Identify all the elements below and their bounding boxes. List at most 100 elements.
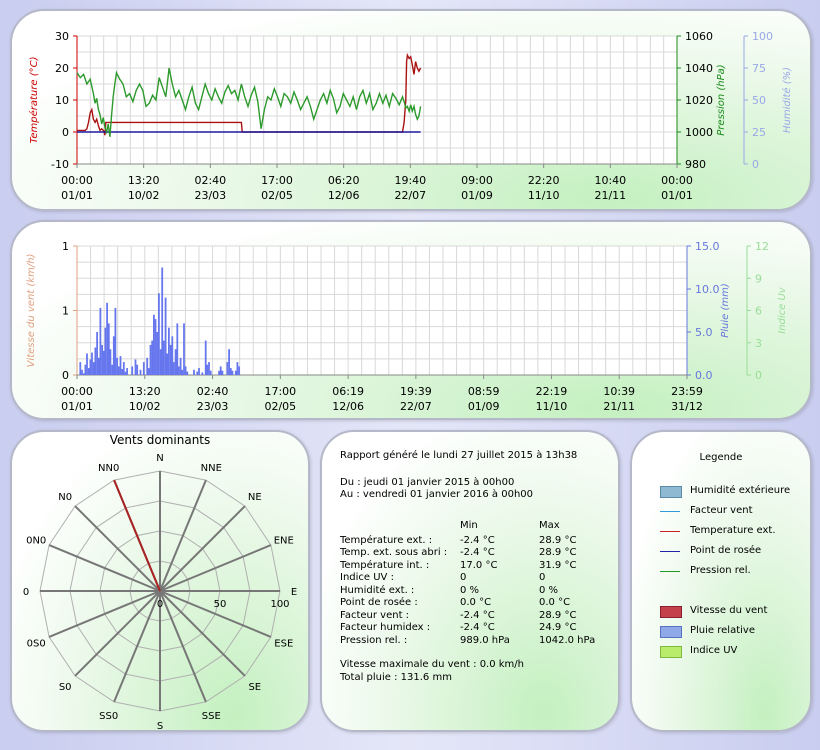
chart2-rain-bar xyxy=(106,302,108,375)
chart1-x-tick-time: 22:20 xyxy=(528,174,560,187)
chart1-x-tick-date: 01/09 xyxy=(461,189,493,202)
chart1-x-tick-date: 02/05 xyxy=(261,189,293,202)
wind-rose-direction-label: SE xyxy=(248,682,261,693)
chart2-rain-bar xyxy=(226,362,229,375)
chart2-rain-bar xyxy=(114,307,117,375)
stats-row: Point de rosée : 0.0 °C 0.0 °C xyxy=(340,597,610,610)
chart1-left-tick-label: 30 xyxy=(55,30,69,43)
chart2-rain-bar xyxy=(198,368,200,375)
legend-line xyxy=(660,551,680,552)
chart2-rain-bar xyxy=(179,357,182,375)
chart2-rain-bar xyxy=(164,297,167,375)
chart1-x-tick-date: 22/07 xyxy=(394,189,426,202)
stats-label: Indice UV : xyxy=(340,572,394,583)
stats-max: 0 xyxy=(539,572,546,583)
wind-rose-direction-label: S0 xyxy=(59,682,72,693)
legend-label: Humidité extérieure xyxy=(690,485,791,496)
stats-row: Facteur vent : -2.4 °C 28.9 °C xyxy=(340,610,610,623)
chart2-rain-bar xyxy=(96,332,98,375)
chart2-rain-bar xyxy=(97,357,100,375)
chart1-x-tick-time: 17:00 xyxy=(261,174,293,187)
chart2-rain-bar xyxy=(131,366,134,375)
temperature-chart-panel: -10 0 10 20 30 980 1000 1020 1040 1060 0 25 50 75 100 T… xyxy=(10,9,812,211)
chart2-rain-bar xyxy=(104,327,107,375)
chart2-rain-bar xyxy=(81,369,83,375)
chart2-rain-bar xyxy=(186,371,189,375)
chart2-rain-bar xyxy=(171,336,174,375)
chart2-right2-tick-label: 12 xyxy=(755,240,769,253)
chart2-rain-bar xyxy=(206,364,209,375)
chart2-rain-bar xyxy=(89,359,92,375)
chart2-x-tick-date: 02/05 xyxy=(264,400,296,413)
wind-rose-spoke xyxy=(159,505,246,592)
wind-rain-chart-panel: 0 1 1 0.0 5.0 10.0 15.0 0 3 6 9 12 Vitesse du vent (… xyxy=(10,220,812,420)
chart2-rain-bar xyxy=(166,353,169,375)
chart1-x-tick-time: 10:40 xyxy=(594,174,626,187)
wind-rose-direction-label: NE xyxy=(248,492,262,503)
wind-rose-direction-label: NNE xyxy=(201,463,222,474)
stats-max: 0.0 °C xyxy=(539,597,571,608)
chart2-rain-bar xyxy=(86,353,88,375)
chart1-x-tick-date: 01/01 xyxy=(61,189,93,202)
stats-row: Température ext. : -2.4 °C 28.9 °C xyxy=(340,535,610,548)
legend-label: Facteur vent xyxy=(690,505,753,516)
report-to: Au : vendredi 01 janvier 2016 à 00h00 xyxy=(340,489,534,500)
stats-min: -2.4 °C xyxy=(460,609,495,621)
chart2-rain-bar xyxy=(136,364,139,375)
chart2-rain-bar xyxy=(112,336,115,375)
stats-row: Facteur humidex : -2.4 °C 24.9 °C xyxy=(340,622,610,635)
min-header: Min xyxy=(460,520,478,531)
chart2-rain-bar xyxy=(231,370,234,375)
chart1-left-tick-label: 10 xyxy=(55,94,69,107)
report-from: Du : jeudi 01 janvier 2015 à 00h00 xyxy=(340,476,515,488)
chart1-right-tick-label: 1040 xyxy=(685,62,713,75)
legend-swatch xyxy=(660,626,682,638)
legend-title: Legende xyxy=(699,452,743,463)
stats-row: Humidité ext. : 0 % 0 % xyxy=(340,585,610,598)
chart1-right2-tick-label: 0 xyxy=(752,158,759,171)
stats-max: 31.9 °C xyxy=(539,559,577,571)
chart2-rain-bar xyxy=(163,340,165,375)
chart2-rain-bar xyxy=(84,364,87,375)
chart2-rain-bar xyxy=(209,370,212,375)
chart1-x-tick-date: 10/02 xyxy=(128,189,160,202)
stats-max: 28.9 °C xyxy=(539,547,577,558)
stats-label: Temp. ext. sous abri : xyxy=(340,547,448,558)
chart2-rain-bar xyxy=(228,349,230,375)
wind-rose-spoke xyxy=(159,590,272,638)
chart2-rain-bar xyxy=(151,340,154,375)
chart2-rain-bar xyxy=(219,366,222,375)
chart2-rain-bar xyxy=(193,369,195,375)
chart2-rain-bar xyxy=(178,366,180,375)
chart2-rain-bar xyxy=(102,350,105,375)
stats-min: 17.0 °C xyxy=(460,559,498,571)
chart2-rain-bar xyxy=(82,373,85,375)
chart2-x-tick-time: 22:19 xyxy=(536,385,568,398)
chart2-rain-bar xyxy=(122,362,125,375)
chart1-right2-tick-label: 25 xyxy=(752,126,766,139)
chart2-right2-tick-label: 9 xyxy=(755,272,762,285)
wind-rose-spoke xyxy=(159,590,246,677)
chart2-rain-bar xyxy=(149,344,152,375)
wind-rose-direction-label: E xyxy=(291,587,297,598)
stats-label: Facteur humidex : xyxy=(340,622,431,633)
stats-min: 0 xyxy=(460,572,467,583)
chart2-x-tick-time: 08:59 xyxy=(468,385,500,398)
chart1-left-axis-title: Température (°C) xyxy=(28,57,40,144)
chart2-rain-bar xyxy=(173,362,175,375)
wind-rose-direction-label: N xyxy=(156,453,163,464)
wind-rose-value-ray xyxy=(113,479,161,592)
stats-min: -2.4 °C xyxy=(460,622,495,633)
max-header: Max xyxy=(539,520,560,531)
chart2-x-tick-date: 23/03 xyxy=(197,400,229,413)
chart2-right2-tick-label: 6 xyxy=(755,305,762,318)
wind-rose-radial-label: 100 xyxy=(270,599,289,610)
chart2-rain-bar xyxy=(79,362,82,375)
chart2-rain-bar xyxy=(229,368,232,375)
chart2-right-tick-label: 10.0 xyxy=(695,283,720,296)
chart2-x-tick-time: 23:59 xyxy=(671,385,703,398)
wind-rose-title: Vents dominants xyxy=(110,433,211,447)
legend-label: Indice UV xyxy=(690,645,738,656)
chart2-rain-bar xyxy=(174,349,177,375)
wind-rose-spoke xyxy=(48,590,161,638)
